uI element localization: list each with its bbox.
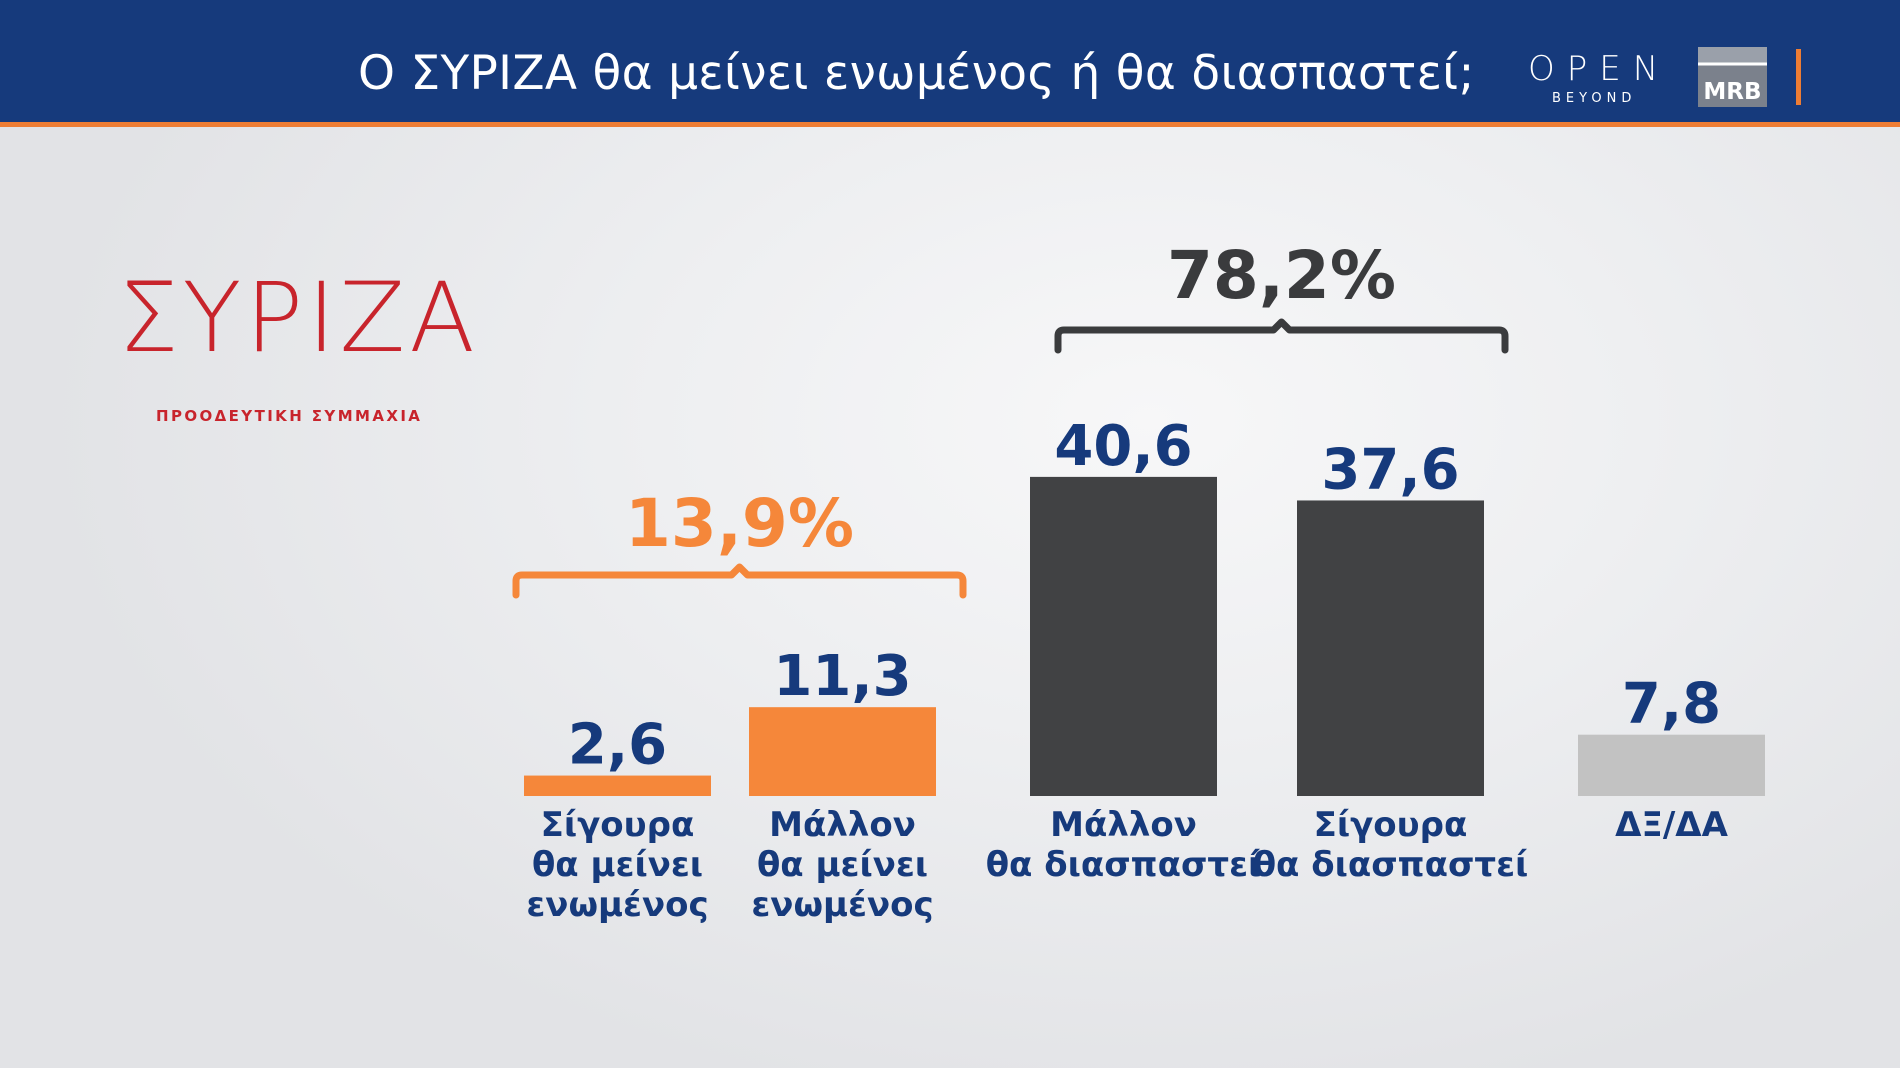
category-label-line: θα διασπαστεί — [986, 845, 1262, 885]
category-label-2: Μάλλον θα μείνει ενωμένος — [751, 805, 933, 925]
bar-2 — [749, 707, 936, 796]
bar-value-label-1: 2,6 — [568, 713, 667, 778]
mrb-logo: MRB — [1698, 47, 1767, 107]
category-label-line: Μάλλον — [1050, 805, 1197, 845]
open-beyond-logo: OPEN BEYOND — [1528, 52, 1668, 108]
open-logo-text: OPEN — [1528, 49, 1671, 89]
category-label-line: Σίγουρα — [1314, 805, 1468, 845]
open-logo-subtext: BEYOND — [1552, 91, 1637, 106]
group-total-label-1: 13,9% — [625, 485, 854, 562]
category-label-line: θα διασπαστεί — [1253, 845, 1529, 885]
header-accent-line — [0, 122, 1900, 127]
category-label-line: Μάλλον — [769, 805, 916, 845]
bar-4 — [1297, 500, 1484, 796]
group-bracket-1 — [512, 563, 967, 599]
category-label-3: Μάλλον θα διασπαστεί — [986, 805, 1262, 885]
bar-value-label-2: 11,3 — [773, 644, 911, 709]
category-label-line: θα μείνει — [757, 845, 928, 885]
category-label-line: ενωμένος — [526, 885, 708, 925]
syriza-logo-wordmark: ΣΥΡΙΖΑ — [118, 262, 479, 374]
category-label-line: ΔΞ/ΔΑ — [1615, 805, 1729, 845]
header-bar: Ο ΣΥΡΙΖΑ θα μείνει ενωμένος ή θα διασπασ… — [0, 0, 1900, 122]
category-label-5: ΔΞ/ΔΑ — [1615, 805, 1729, 845]
category-label-line: θα μείνει — [532, 845, 703, 885]
group-total-label-2: 78,2% — [1167, 237, 1396, 314]
mrb-logo-text: MRB — [1703, 79, 1762, 105]
bar-1 — [524, 775, 711, 796]
category-label-1: Σίγουρα θα μείνει ενωμένος — [526, 805, 708, 925]
bar-value-label-4: 37,6 — [1321, 437, 1459, 502]
category-label-line: Σίγουρα — [541, 805, 695, 845]
category-label-line: ενωμένος — [751, 885, 933, 925]
header-accent-bar — [1796, 49, 1801, 105]
syriza-logo: ΣΥΡΙΖΑ ΠΡΟΟΔΕΥΤΙΚΗ ΣΥΜΜΑΧΙΑ — [118, 270, 475, 430]
group-bracket-2 — [1054, 318, 1509, 354]
page-title: Ο ΣΥΡΙΖΑ θα μείνει ενωμένος ή θα διασπασ… — [358, 46, 1475, 101]
bar-value-label-3: 40,6 — [1054, 414, 1192, 479]
bar-value-label-5: 7,8 — [1622, 672, 1721, 737]
syriza-logo-subtitle: ΠΡΟΟΔΕΥΤΙΚΗ ΣΥΜΜΑΧΙΑ — [156, 407, 423, 425]
bar-3 — [1030, 476, 1217, 796]
category-label-4: Σίγουρα θα διασπαστεί — [1253, 805, 1529, 885]
bar-5 — [1578, 734, 1765, 796]
